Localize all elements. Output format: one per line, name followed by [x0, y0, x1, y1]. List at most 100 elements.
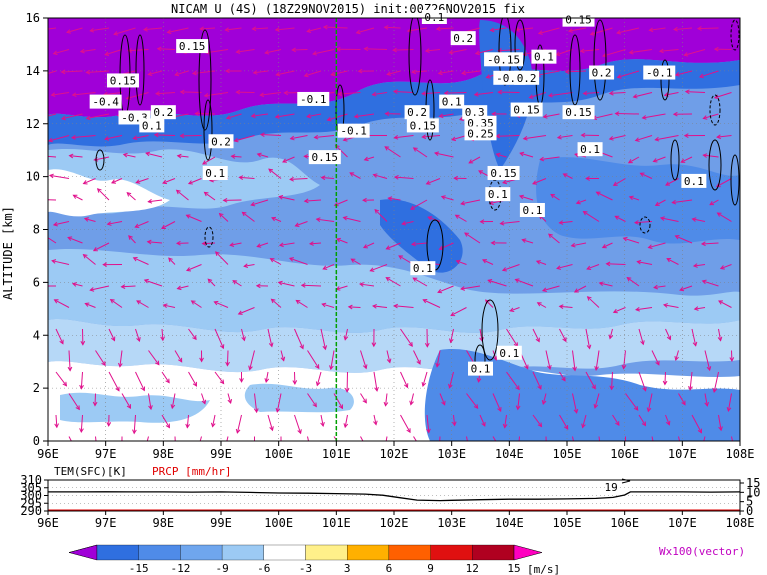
wind-vector [316, 218, 335, 222]
main-axes: 96E 97E 98E 99E 100E 101E 102E 103E 104E 105E 106E… [26, 11, 755, 461]
contour-label-box [308, 150, 341, 165]
colorbar-tick-label: -3 [299, 562, 312, 575]
wind-vector-head [363, 46, 369, 52]
wind-vector-head [713, 46, 719, 52]
wind-vector-head [201, 399, 207, 405]
wind-vector [236, 49, 255, 53]
wind-vector-head [594, 365, 599, 371]
wind-vector-head [536, 302, 542, 307]
wind-vector-head [421, 381, 427, 388]
wind-vector [394, 176, 414, 179]
wind-vector [492, 393, 502, 412]
wind-vector [402, 221, 414, 225]
wind-vector-head [270, 298, 276, 304]
wind-vector-head [274, 114, 280, 119]
wind-vector [336, 238, 348, 244]
y-tick-label: 0 [33, 434, 40, 448]
wind-vector [143, 27, 163, 31]
wind-vector [307, 393, 317, 407]
wind-vector [675, 235, 693, 244]
wind-vector [95, 436, 97, 441]
contour-label-box [450, 31, 476, 46]
contour-label: 0.15 [406, 118, 439, 133]
wind-vector-head [342, 137, 348, 142]
wind-vector [422, 371, 428, 387]
contour-label-box [176, 39, 209, 54]
wind-vector [252, 27, 269, 30]
wind-vector-head [416, 359, 421, 365]
wind-vector-head [89, 287, 95, 292]
colorbar-swatch [221, 544, 264, 561]
panel-x-tick-label: 101E [322, 516, 351, 530]
contour-label-text: 0.2 [407, 106, 427, 119]
wind-vector [148, 199, 163, 203]
wind-vector-head [274, 27, 280, 32]
wind-vector-head [126, 404, 132, 410]
wind-vector [333, 436, 338, 441]
wind-vector [83, 178, 96, 185]
wind-vector [301, 284, 322, 287]
wind-vector [451, 135, 467, 141]
wind-vector-head [259, 132, 265, 138]
wind-vector [154, 134, 176, 136]
wind-vector [304, 199, 322, 202]
wind-vector-head [693, 306, 699, 311]
wind-vector [385, 393, 388, 406]
wind-vector-head [174, 71, 180, 77]
wind-vector [411, 242, 428, 245]
wind-vector-head [349, 172, 355, 177]
wind-vector [226, 350, 229, 366]
wind-vector [156, 92, 176, 95]
wind-vector [161, 328, 164, 341]
wind-vector-head [347, 304, 353, 310]
wind-vector-head [39, 198, 43, 202]
wind-vector [655, 199, 666, 206]
wind-vector [647, 393, 653, 412]
wind-vector [609, 328, 613, 339]
wind-vector [148, 393, 152, 410]
wind-vector-head [542, 114, 548, 119]
wind-vector-head [573, 408, 579, 414]
wind-vector [543, 113, 560, 118]
wind-vector-head [43, 284, 47, 288]
wind-vector [649, 27, 666, 31]
wind-vector-head [337, 442, 341, 446]
wind-vector-head [451, 421, 457, 427]
wind-vector [215, 251, 229, 265]
wind-vector [466, 436, 468, 441]
wind-vector-head [269, 426, 274, 432]
wind-vector [699, 70, 719, 78]
wind-vector-head [79, 384, 84, 390]
contour-label-box [410, 261, 436, 276]
wind-vector-head [537, 30, 543, 35]
wind-vector-head [252, 70, 258, 75]
wind-vector [230, 242, 242, 246]
wind-vector-head [655, 360, 660, 366]
contour-label: 0.1 [410, 261, 436, 276]
contour-label-text: 0.2 [453, 32, 473, 45]
wind-vector [144, 279, 163, 287]
wind-vector [204, 92, 229, 97]
panel-right-tick-label: 5 [746, 495, 753, 509]
y-tick-label: 16 [26, 11, 40, 25]
wind-vector [713, 371, 719, 393]
wind-vector-head [628, 49, 634, 55]
wind-vector-head [144, 445, 148, 449]
wind-vector [563, 173, 573, 179]
wind-vector [113, 27, 136, 35]
wind-vector-head [142, 27, 148, 32]
wind-vector-head [306, 113, 312, 119]
panel-x-tick-label: 104E [495, 516, 524, 530]
wind-vector-head [315, 381, 321, 387]
wind-vector [148, 70, 163, 76]
wind-vector [86, 70, 110, 73]
wind-vector [128, 49, 149, 52]
contour-label-text: 0.15 [312, 151, 339, 164]
wind-vector-head [338, 404, 343, 410]
wind-vector [373, 174, 388, 179]
wind-vector-head [601, 243, 607, 249]
wind-vector [629, 49, 653, 54]
wind-vector [623, 237, 640, 244]
wind-vector-head [581, 423, 586, 429]
wind-vector [123, 153, 136, 158]
